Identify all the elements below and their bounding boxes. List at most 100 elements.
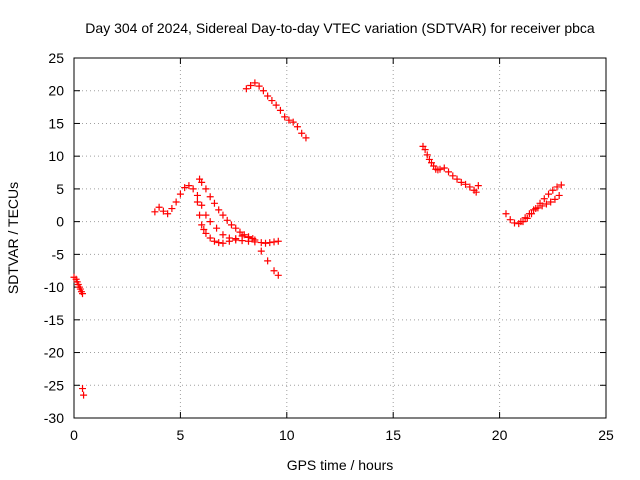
data-point [534, 204, 542, 212]
y-tick-label: 0 [56, 214, 64, 230]
y-tick-label: -30 [44, 410, 64, 426]
data-point [202, 229, 210, 237]
data-point [257, 239, 265, 247]
data-point [538, 202, 546, 210]
x-tick-label: 20 [492, 427, 508, 443]
y-tick-labels: -30 -25 -20 -15 -10 -5 0 5 10 15 20 25 [44, 50, 64, 426]
data-point [285, 116, 293, 124]
y-tick-label: -15 [44, 312, 64, 328]
data-point [268, 97, 276, 105]
plot-frame [73, 57, 607, 419]
series-arc-6 [242, 79, 310, 142]
x-tick-label: 5 [177, 427, 185, 443]
data-point [262, 239, 270, 247]
data-point [255, 82, 263, 90]
x-tick-label: 15 [385, 427, 401, 443]
data-point [272, 101, 280, 109]
data-point [200, 225, 208, 233]
data-point [206, 234, 214, 242]
data-point [80, 391, 88, 399]
y-tick-label: -20 [44, 345, 64, 361]
chart-title: Day 304 of 2024, Sidereal Day-to-day VTE… [85, 20, 595, 36]
data-point [436, 165, 444, 173]
data-point [206, 218, 214, 226]
series-arc-8 [502, 181, 565, 228]
data-point [240, 231, 248, 239]
data-point [502, 210, 510, 218]
data-point [79, 385, 87, 393]
data-point [236, 228, 244, 236]
data-point [251, 79, 259, 87]
data-point [553, 183, 561, 191]
data-point [189, 185, 197, 193]
y-axis-label: SDTVAR / TECUs [5, 182, 21, 294]
data-point [510, 219, 518, 227]
data-point [293, 123, 301, 131]
y-tick-label: -5 [52, 246, 65, 262]
data-point [517, 218, 525, 226]
data-point [551, 195, 559, 203]
data-point [472, 188, 480, 196]
data-point [219, 211, 227, 219]
data-point [193, 191, 201, 199]
data-point [172, 198, 180, 206]
data-point [298, 129, 306, 137]
data-point [185, 182, 193, 190]
data-point [289, 118, 297, 126]
data-point [421, 146, 429, 154]
data-point [555, 191, 563, 199]
data-point [549, 186, 557, 194]
y-tick-label: 10 [48, 148, 64, 164]
data-point [457, 178, 465, 186]
data-point [244, 233, 252, 241]
y-tick-label: -10 [44, 279, 64, 295]
x-axis-label: GPS time / hours [287, 457, 394, 473]
data-point [276, 106, 284, 114]
series-arc-3 [151, 182, 282, 247]
y-tick-label: 25 [48, 50, 64, 66]
data-point [302, 134, 310, 142]
data-point [227, 221, 235, 229]
data-point [530, 206, 538, 214]
data-point [151, 208, 159, 216]
data-point [210, 199, 218, 207]
data-point [547, 198, 555, 206]
data-point [525, 210, 533, 218]
y-tick-label: 5 [56, 181, 64, 197]
axis-ticks [73, 57, 607, 419]
data-point [247, 81, 255, 89]
data-point [155, 203, 163, 211]
data-point [274, 237, 282, 245]
data-points [70, 79, 565, 399]
data-point [213, 224, 221, 232]
data-point [159, 207, 167, 215]
data-point [257, 247, 265, 255]
data-point [219, 231, 227, 239]
data-point [202, 185, 210, 193]
data-point [232, 224, 240, 232]
x-tick-label: 10 [279, 427, 295, 443]
data-point [223, 216, 231, 224]
data-point [196, 211, 204, 219]
data-point [440, 164, 448, 172]
data-point [215, 206, 223, 214]
data-point [466, 183, 474, 191]
series-arc-9 [517, 191, 563, 226]
data-point [521, 214, 529, 222]
data-point [168, 205, 176, 213]
data-point [206, 193, 214, 201]
data-point [274, 271, 282, 279]
data-point [449, 172, 457, 180]
data-point [453, 175, 461, 183]
x-tick-label: 25 [598, 427, 614, 443]
data-point [225, 237, 233, 245]
data-point [219, 239, 227, 247]
y-tick-label: 15 [48, 115, 64, 131]
data-point [557, 181, 565, 189]
data-point [540, 195, 548, 203]
data-point [215, 239, 223, 247]
data-point [445, 168, 453, 176]
data-point [249, 235, 257, 243]
series-arc-7 [419, 142, 482, 196]
